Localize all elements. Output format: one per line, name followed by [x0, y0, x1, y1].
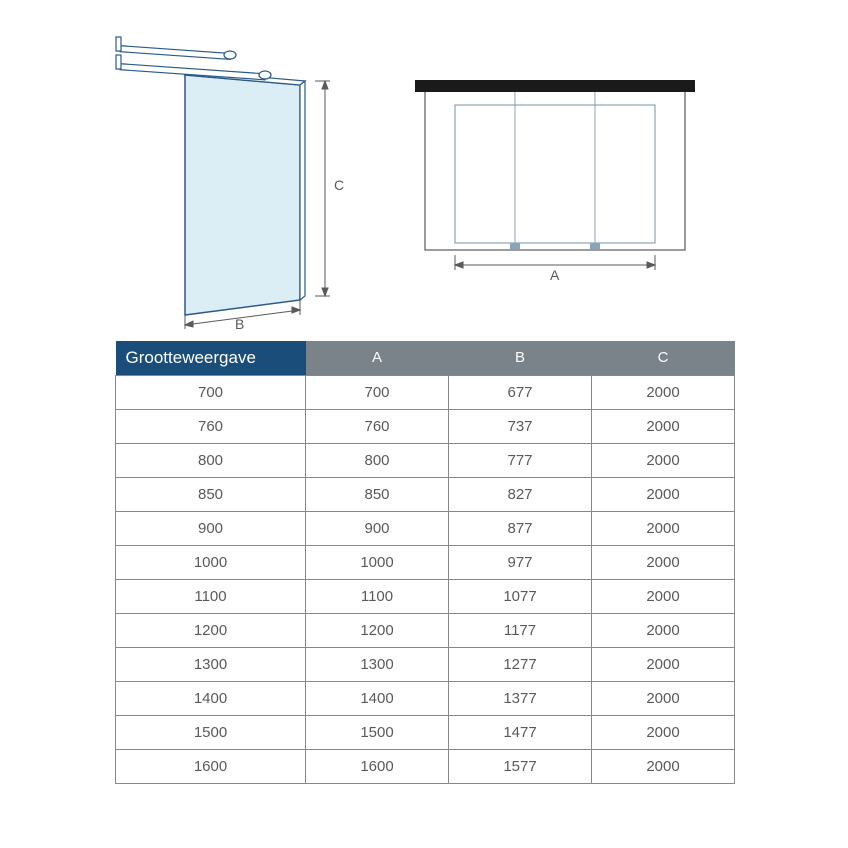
table-cell: 2000 — [592, 443, 735, 477]
table-row: 8508508272000 — [116, 477, 735, 511]
table-cell: 827 — [449, 477, 592, 511]
table-cell: 1100 — [116, 579, 306, 613]
table-row: 8008007772000 — [116, 443, 735, 477]
table-cell: 1600 — [116, 749, 306, 783]
table-cell: 1300 — [306, 647, 449, 681]
table-cell: 677 — [449, 375, 592, 409]
table-cell: 2000 — [592, 409, 735, 443]
label-c: C — [334, 177, 344, 193]
col-header: B — [449, 341, 592, 375]
table-row: 9009008772000 — [116, 511, 735, 545]
label-a: A — [550, 267, 560, 283]
table-cell: 850 — [116, 477, 306, 511]
table-cell: 1000 — [116, 545, 306, 579]
table-cell: 1400 — [116, 681, 306, 715]
table-row: 1400140013772000 — [116, 681, 735, 715]
table-cell: 850 — [306, 477, 449, 511]
table-cell: 700 — [306, 375, 449, 409]
table-cell: 760 — [116, 409, 306, 443]
table-cell: 1500 — [306, 715, 449, 749]
table-cell: 1577 — [449, 749, 592, 783]
table-row: 100010009772000 — [116, 545, 735, 579]
table-cell: 700 — [116, 375, 306, 409]
table-cell: 900 — [116, 511, 306, 545]
table-cell: 1000 — [306, 545, 449, 579]
table-row: 1300130012772000 — [116, 647, 735, 681]
table-row: 1100110010772000 — [116, 579, 735, 613]
size-table: GrootteweergaveABC 700700677200076076073… — [115, 341, 735, 784]
table-cell: 760 — [306, 409, 449, 443]
table-cell: 1277 — [449, 647, 592, 681]
table-cell: 900 — [306, 511, 449, 545]
table-row: 7007006772000 — [116, 375, 735, 409]
table-cell: 1500 — [116, 715, 306, 749]
table-cell: 1100 — [306, 579, 449, 613]
table-cell: 737 — [449, 409, 592, 443]
table-cell: 2000 — [592, 647, 735, 681]
col-header: A — [306, 341, 449, 375]
col-header-first: Grootteweergave — [116, 341, 306, 375]
table-cell: 2000 — [592, 477, 735, 511]
table-cell: 777 — [449, 443, 592, 477]
table-cell: 1200 — [306, 613, 449, 647]
diagram-right: A — [415, 60, 715, 290]
table-cell: 1477 — [449, 715, 592, 749]
table-cell: 1377 — [449, 681, 592, 715]
table-cell: 2000 — [592, 715, 735, 749]
diagram-left: C B — [110, 25, 390, 335]
table-row: 1200120011772000 — [116, 613, 735, 647]
table-cell: 877 — [449, 511, 592, 545]
table-cell: 1300 — [116, 647, 306, 681]
table-cell: 800 — [306, 443, 449, 477]
table-cell: 977 — [449, 545, 592, 579]
table-row: 1500150014772000 — [116, 715, 735, 749]
table-cell: 2000 — [592, 681, 735, 715]
table-cell: 2000 — [592, 613, 735, 647]
table-cell: 1077 — [449, 579, 592, 613]
table-row: 1600160015772000 — [116, 749, 735, 783]
table-cell: 2000 — [592, 579, 735, 613]
table-cell: 2000 — [592, 375, 735, 409]
table-cell: 1400 — [306, 681, 449, 715]
table-row: 7607607372000 — [116, 409, 735, 443]
table-cell: 2000 — [592, 545, 735, 579]
table-cell: 1177 — [449, 613, 592, 647]
table-cell: 1600 — [306, 749, 449, 783]
table-cell: 2000 — [592, 511, 735, 545]
diagrams-area: C B A — [0, 0, 848, 330]
label-b: B — [235, 316, 244, 332]
table-cell: 2000 — [592, 749, 735, 783]
table-cell: 800 — [116, 443, 306, 477]
table-cell: 1200 — [116, 613, 306, 647]
col-header: C — [592, 341, 735, 375]
